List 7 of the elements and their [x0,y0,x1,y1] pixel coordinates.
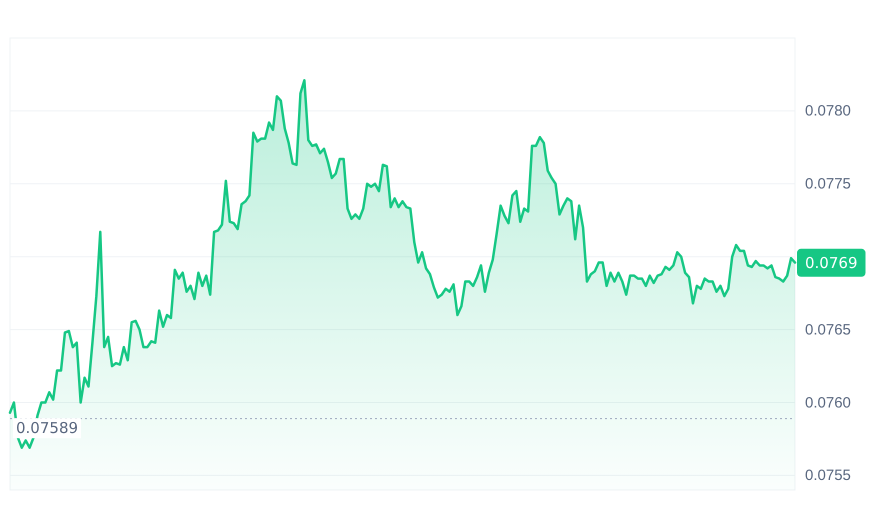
y-tick-label: 0.0755 [805,467,851,484]
text: 0.0769 [805,254,858,272]
y-tick-label: 0.0760 [805,394,851,412]
y-tick-label: 0.0775 [805,176,851,193]
y-tick-label: 0.0765 [805,321,851,338]
y-tick-label: 0.0780 [805,102,851,120]
ref-line-label: 0.07589 [16,419,78,438]
